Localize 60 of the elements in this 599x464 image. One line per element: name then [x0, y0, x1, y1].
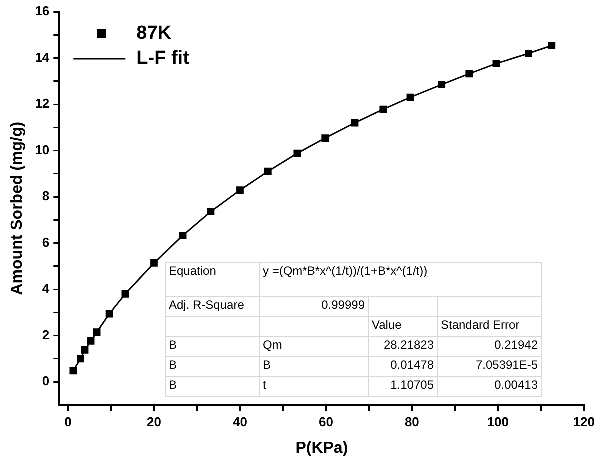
- y-tick-label: 14: [35, 50, 50, 65]
- x-tick-label: 100: [487, 414, 510, 430]
- point: [70, 367, 78, 375]
- legend-label: 87K: [136, 23, 172, 44]
- annotation: t: [260, 376, 368, 396]
- point: [466, 70, 474, 78]
- x-tick-label: 20: [147, 414, 162, 430]
- annotation: B: [260, 356, 368, 376]
- y-tick-label: 6: [42, 234, 50, 250]
- point: [351, 119, 359, 127]
- annotation: Equation: [166, 262, 260, 296]
- annotation: 0.21942: [438, 336, 542, 356]
- point: [264, 168, 272, 176]
- annotation: Value: [368, 316, 438, 336]
- point: [406, 94, 414, 102]
- annotation: B: [166, 356, 260, 376]
- point: [380, 106, 388, 114]
- annotation: 1.10705: [368, 376, 438, 396]
- point: [438, 81, 446, 89]
- x-axis-title: P(KPa): [296, 440, 348, 457]
- x-tick-label: 80: [404, 414, 420, 430]
- point: [207, 208, 215, 216]
- annotation: 7.05391E-5: [438, 356, 542, 376]
- point: [87, 337, 95, 345]
- legend-label: L-F fit: [136, 48, 190, 70]
- annotation: 28.21823: [368, 336, 438, 356]
- annotation: y =(Qm*B*x^(1/t))/(1+B*x^(1/t)): [260, 262, 542, 296]
- point: [492, 60, 500, 68]
- annotation: 0.99999: [260, 296, 368, 316]
- annotation: 0.01478: [368, 356, 438, 376]
- annotation: Qm: [260, 336, 368, 356]
- point: [179, 232, 187, 240]
- x-tick-label: 60: [318, 414, 334, 430]
- x-tick-label: 40: [232, 414, 248, 430]
- y-tick-label: 0: [42, 374, 50, 389]
- y-tick-label: 2: [42, 327, 50, 342]
- x-tick-label: 0: [64, 414, 72, 430]
- point: [548, 42, 556, 50]
- point: [77, 355, 84, 363]
- point: [525, 50, 532, 58]
- x-tick-label: 120: [573, 414, 596, 430]
- annotation: Adj. R-Square: [166, 296, 260, 316]
- y-tick-label: 4: [42, 281, 50, 296]
- annotation: 0.00413: [438, 376, 542, 396]
- y-tick-label: 8: [42, 188, 50, 204]
- annotation: B: [166, 336, 260, 356]
- point: [106, 310, 114, 318]
- point: [122, 290, 130, 298]
- y-tick-label: 12: [35, 96, 50, 112]
- point: [93, 328, 101, 336]
- y-tick-label: 10: [35, 142, 50, 158]
- annotation: B: [166, 376, 260, 396]
- point: [294, 150, 302, 158]
- point: [150, 260, 158, 267]
- y-axis-title: Amount Sorbed (mg/g): [9, 122, 26, 296]
- annotation: Standard Error: [438, 316, 542, 336]
- y-tick-label: 16: [35, 4, 50, 19]
- point: [322, 134, 330, 142]
- point: [81, 346, 89, 354]
- point: [236, 186, 244, 194]
